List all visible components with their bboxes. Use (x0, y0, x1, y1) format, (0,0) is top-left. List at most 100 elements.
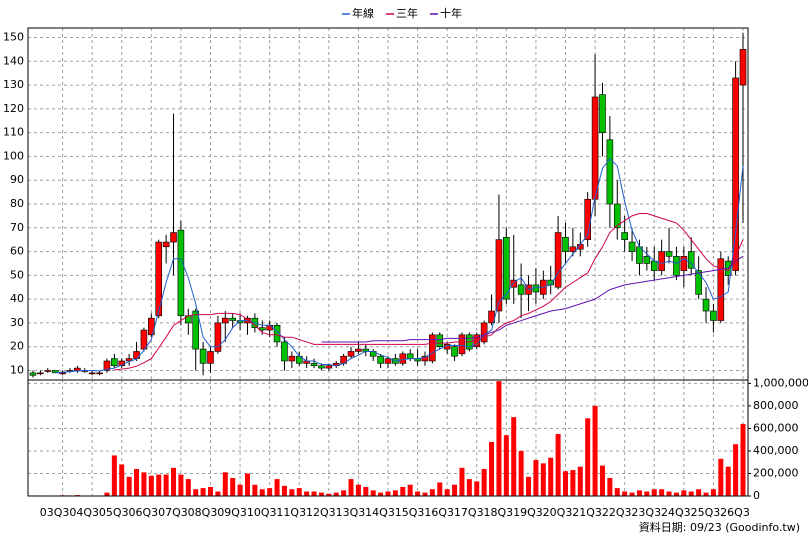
volume-bar (503, 435, 509, 496)
candle-body (88, 372, 96, 375)
volume-bar (429, 489, 435, 496)
volume-bar (481, 468, 487, 496)
candle-body (258, 327, 266, 331)
candle-body (628, 241, 636, 252)
volume-bar (200, 488, 206, 496)
candle-body (695, 270, 702, 295)
volume-bar (370, 490, 376, 496)
candle-body (221, 317, 229, 324)
candle-body (310, 363, 318, 367)
x-tick-label: 25Q3 (691, 506, 721, 519)
candle-body (355, 348, 362, 352)
x-tick-label: 20Q3 (543, 506, 573, 519)
x-tick-label: 21Q3 (572, 506, 602, 519)
x-tick-label: 04Q3 (69, 506, 99, 519)
y-tick-label: 60 (10, 245, 24, 258)
candle-body (214, 322, 222, 352)
candle-body (192, 310, 200, 350)
y-tick-label: 40 (10, 292, 24, 305)
candle-body (429, 334, 436, 362)
volume-bar (526, 476, 532, 496)
volume-bar (651, 489, 657, 496)
x-tick-label: 19Q3 (513, 506, 543, 519)
x-tick-label: 16Q3 (424, 506, 454, 519)
candle-body (480, 322, 488, 343)
volume-bar (740, 423, 746, 496)
volume-bar (230, 477, 236, 496)
volume-bar (710, 489, 716, 496)
volume-bar (459, 467, 465, 496)
y-tick-label: 130 (3, 78, 24, 91)
volume-bar (577, 466, 583, 496)
x-tick-label: 07Q3 (158, 506, 188, 519)
x-tick-label: 06Q3 (129, 506, 159, 519)
volume-bar (444, 489, 450, 496)
y2-tick-label: 200,000 (753, 466, 799, 479)
candle-body (266, 324, 273, 331)
volume-bar (148, 475, 154, 496)
x-tick-label: 14Q3 (365, 506, 395, 519)
volume-bar (666, 491, 672, 496)
volume-bar (407, 484, 413, 496)
volume-bar (437, 482, 443, 496)
volume-bar (422, 492, 428, 496)
x-tick-label: 23Q3 (631, 506, 661, 519)
x-tick-label: 15Q3 (395, 506, 425, 519)
candle-body (96, 372, 103, 375)
volume-bar (311, 491, 317, 496)
candle-body (318, 365, 325, 369)
y-tick-label: 120 (3, 102, 24, 115)
volume-bar (563, 471, 568, 496)
volume-bar (378, 492, 384, 496)
volume-frame (27, 379, 749, 497)
candle-body (673, 256, 680, 276)
candle-body (37, 372, 44, 375)
legend-label: 三年 (396, 6, 418, 20)
volume-bar (178, 474, 184, 496)
volume-bar (629, 492, 635, 496)
volume-bar (163, 474, 169, 496)
volume-bar (474, 481, 480, 496)
y-tick-label: 150 (3, 31, 24, 44)
volume-bar (555, 434, 561, 496)
volume-bar (540, 463, 546, 496)
candle-body (665, 251, 673, 257)
volume-bar (119, 464, 125, 496)
candle-body (591, 96, 599, 200)
candle-body (281, 341, 288, 362)
candle-body (377, 355, 384, 364)
volume-bar (318, 492, 324, 496)
x-tick-label: 17Q3 (454, 506, 484, 519)
x-tick-label: 22Q3 (602, 506, 632, 519)
volume-bar (673, 492, 679, 496)
volume-bar (304, 491, 310, 496)
volume-bar (725, 466, 731, 496)
volume-bar (592, 405, 598, 496)
y2-tick-label: 600,000 (753, 421, 799, 434)
y-tick-label: 50 (10, 268, 24, 281)
candle-body (51, 370, 59, 374)
candle-body (554, 232, 562, 288)
x-tick-label: 08Q3 (188, 506, 218, 519)
y-tick-label: 70 (10, 221, 24, 234)
volume-bar (244, 473, 250, 496)
volume-bar (614, 488, 620, 496)
x-tick-label: 11Q3 (276, 506, 306, 519)
x-tick-label: 12Q3 (306, 506, 336, 519)
volume-bar (296, 488, 302, 496)
volume-bar (281, 485, 287, 496)
candle-body (29, 372, 37, 376)
candle-body (562, 236, 569, 252)
candle-body (162, 241, 170, 248)
volume-bar (644, 491, 650, 496)
candle-body (569, 246, 577, 252)
volume-bar (703, 492, 709, 496)
candle-body (103, 360, 111, 371)
volume-bar (267, 488, 273, 496)
candle-body (495, 239, 503, 312)
candle-body (732, 77, 739, 271)
volume-bar (193, 489, 199, 496)
x-tick-label: 13Q3 (336, 506, 366, 519)
legend-label: 十年 (440, 6, 462, 20)
